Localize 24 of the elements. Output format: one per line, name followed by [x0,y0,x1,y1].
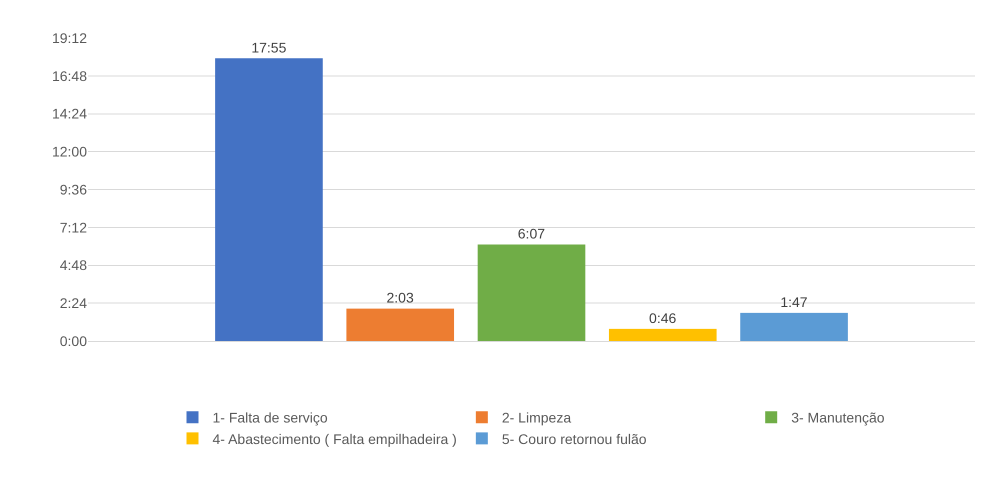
legend-label: 5- Couro retornou fulão [502,430,647,447]
bar [478,244,586,341]
data-label: 0:46 [649,310,677,326]
y-tick-label: 16:48 [52,68,88,84]
y-tick-label: 4:48 [60,257,88,274]
bar [346,308,454,341]
legend-label: 3- Manutenção [791,410,885,426]
bar [740,312,848,341]
y-tick-label: 12:00 [52,144,88,160]
data-label: 1:47 [780,294,808,310]
y-tick-label: 2:24 [60,295,88,312]
y-tick-label: 7:12 [60,219,88,236]
data-label: 6:07 [518,225,546,242]
legend-label: 1- Falta de serviço [212,410,328,426]
legend-label: 2- Limpeza [502,410,572,426]
legend-label: 4- Abastecimento ( Falta empilhadeira ) [212,430,457,447]
y-tick-label: 0:00 [60,332,88,349]
bar [215,58,323,341]
bar [608,328,717,341]
data-label: 2:03 [386,290,414,306]
y-tick-label: 19:12 [52,30,88,46]
y-tick-label: 9:36 [60,181,88,198]
y-tick-label: 14:24 [52,106,88,122]
data-label: 17:55 [251,39,287,56]
